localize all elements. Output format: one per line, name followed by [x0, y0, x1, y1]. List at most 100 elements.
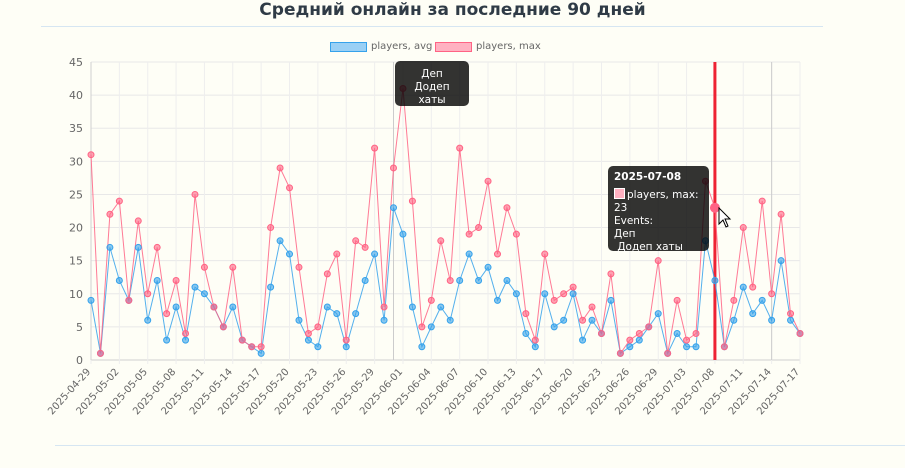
- data-point-avg[interactable]: [304, 336, 312, 344]
- data-point-max[interactable]: [238, 336, 246, 344]
- data-point-max[interactable]: [352, 237, 360, 245]
- data-point-max[interactable]: [200, 263, 208, 271]
- data-point-avg[interactable]: [229, 303, 237, 311]
- data-point-max[interactable]: [276, 164, 284, 172]
- data-point-max[interactable]: [768, 290, 776, 298]
- data-point-avg[interactable]: [654, 310, 662, 318]
- data-point-avg[interactable]: [456, 277, 464, 285]
- data-point-max[interactable]: [144, 290, 152, 298]
- data-point-max[interactable]: [531, 336, 539, 344]
- data-point-max[interactable]: [153, 243, 161, 251]
- data-point-avg[interactable]: [493, 296, 501, 304]
- data-point-max[interactable]: [550, 296, 558, 304]
- data-point-avg[interactable]: [361, 277, 369, 285]
- data-point-avg[interactable]: [475, 277, 483, 285]
- data-point-avg[interactable]: [588, 316, 596, 324]
- data-point-max[interactable]: [267, 224, 275, 232]
- data-point-max[interactable]: [475, 224, 483, 232]
- data-point-avg[interactable]: [172, 303, 180, 311]
- data-point-avg[interactable]: [560, 316, 568, 324]
- data-point-max[interactable]: [465, 230, 473, 238]
- data-point-max[interactable]: [692, 330, 700, 338]
- data-point-max[interactable]: [796, 330, 804, 338]
- data-point-max[interactable]: [739, 224, 747, 232]
- data-point-avg[interactable]: [749, 310, 757, 318]
- data-point-max[interactable]: [512, 230, 520, 238]
- data-point-avg[interactable]: [87, 296, 95, 304]
- data-point-max[interactable]: [257, 343, 265, 351]
- data-point-max[interactable]: [323, 270, 331, 278]
- data-point-max[interactable]: [163, 310, 171, 318]
- data-point-avg[interactable]: [673, 330, 681, 338]
- data-point-max[interactable]: [579, 316, 587, 324]
- legend-label-max[interactable]: players, max: [476, 41, 541, 52]
- data-point-avg[interactable]: [295, 316, 303, 324]
- data-point-avg[interactable]: [446, 316, 454, 324]
- data-point-avg[interactable]: [427, 323, 435, 331]
- data-point-avg[interactable]: [768, 316, 776, 324]
- data-point-max[interactable]: [210, 303, 218, 311]
- data-point-max[interactable]: [597, 330, 605, 338]
- data-point-max[interactable]: [456, 144, 464, 152]
- data-point-max[interactable]: [664, 349, 672, 357]
- data-point-max[interactable]: [371, 144, 379, 152]
- data-point-max[interactable]: [683, 336, 691, 344]
- data-point-max[interactable]: [635, 330, 643, 338]
- data-point-avg[interactable]: [134, 243, 142, 251]
- data-point-avg[interactable]: [522, 330, 530, 338]
- data-point-max[interactable]: [522, 310, 530, 318]
- data-point-avg[interactable]: [683, 343, 691, 351]
- data-point-max[interactable]: [96, 349, 104, 357]
- data-point-avg[interactable]: [257, 349, 265, 357]
- data-point-avg[interactable]: [607, 296, 615, 304]
- data-point-avg[interactable]: [163, 336, 171, 344]
- data-point-max[interactable]: [588, 303, 596, 311]
- data-point-max[interactable]: [342, 336, 350, 344]
- data-point-max[interactable]: [248, 343, 256, 351]
- data-point-max[interactable]: [106, 210, 114, 218]
- data-point-max[interactable]: [446, 277, 454, 285]
- data-point-max[interactable]: [720, 343, 728, 351]
- data-point-max[interactable]: [191, 190, 199, 198]
- data-point-max[interactable]: [286, 184, 294, 192]
- data-point-avg[interactable]: [115, 277, 123, 285]
- legend-swatch-avg[interactable]: [330, 42, 367, 52]
- data-point-max[interactable]: [654, 257, 662, 265]
- data-point-max[interactable]: [645, 323, 653, 331]
- data-point-max[interactable]: [560, 290, 568, 298]
- data-point-max[interactable]: [493, 250, 501, 258]
- data-point-max[interactable]: [427, 296, 435, 304]
- data-point-max[interactable]: [541, 250, 549, 258]
- data-point-max[interactable]: [503, 204, 511, 212]
- data-point-avg[interactable]: [635, 336, 643, 344]
- data-point-avg[interactable]: [777, 257, 785, 265]
- data-point-max[interactable]: [437, 237, 445, 245]
- data-point-avg[interactable]: [314, 343, 322, 351]
- data-point-max[interactable]: [314, 323, 322, 331]
- data-point-avg[interactable]: [380, 316, 388, 324]
- data-point-max[interactable]: [333, 250, 341, 258]
- data-point-avg[interactable]: [390, 204, 398, 212]
- data-point-max[interactable]: [418, 323, 426, 331]
- data-point-avg[interactable]: [550, 323, 558, 331]
- data-point-max[interactable]: [134, 217, 142, 225]
- data-point-max[interactable]: [730, 296, 738, 304]
- data-point-avg[interactable]: [579, 336, 587, 344]
- legend-swatch-max[interactable]: [435, 42, 472, 52]
- data-point-max[interactable]: [673, 296, 681, 304]
- data-point-max[interactable]: [380, 303, 388, 311]
- data-point-max[interactable]: [125, 296, 133, 304]
- data-point-avg[interactable]: [408, 303, 416, 311]
- data-point-max[interactable]: [219, 323, 227, 331]
- data-point-avg[interactable]: [787, 316, 795, 324]
- data-point-avg[interactable]: [484, 263, 492, 271]
- data-point-max[interactable]: [787, 310, 795, 318]
- data-point-avg[interactable]: [352, 310, 360, 318]
- data-point-max[interactable]: [229, 263, 237, 271]
- data-point-avg[interactable]: [267, 283, 275, 291]
- data-point-avg[interactable]: [399, 230, 407, 238]
- data-point-avg[interactable]: [503, 277, 511, 285]
- data-point-max[interactable]: [390, 164, 398, 172]
- data-point-max[interactable]: [569, 283, 577, 291]
